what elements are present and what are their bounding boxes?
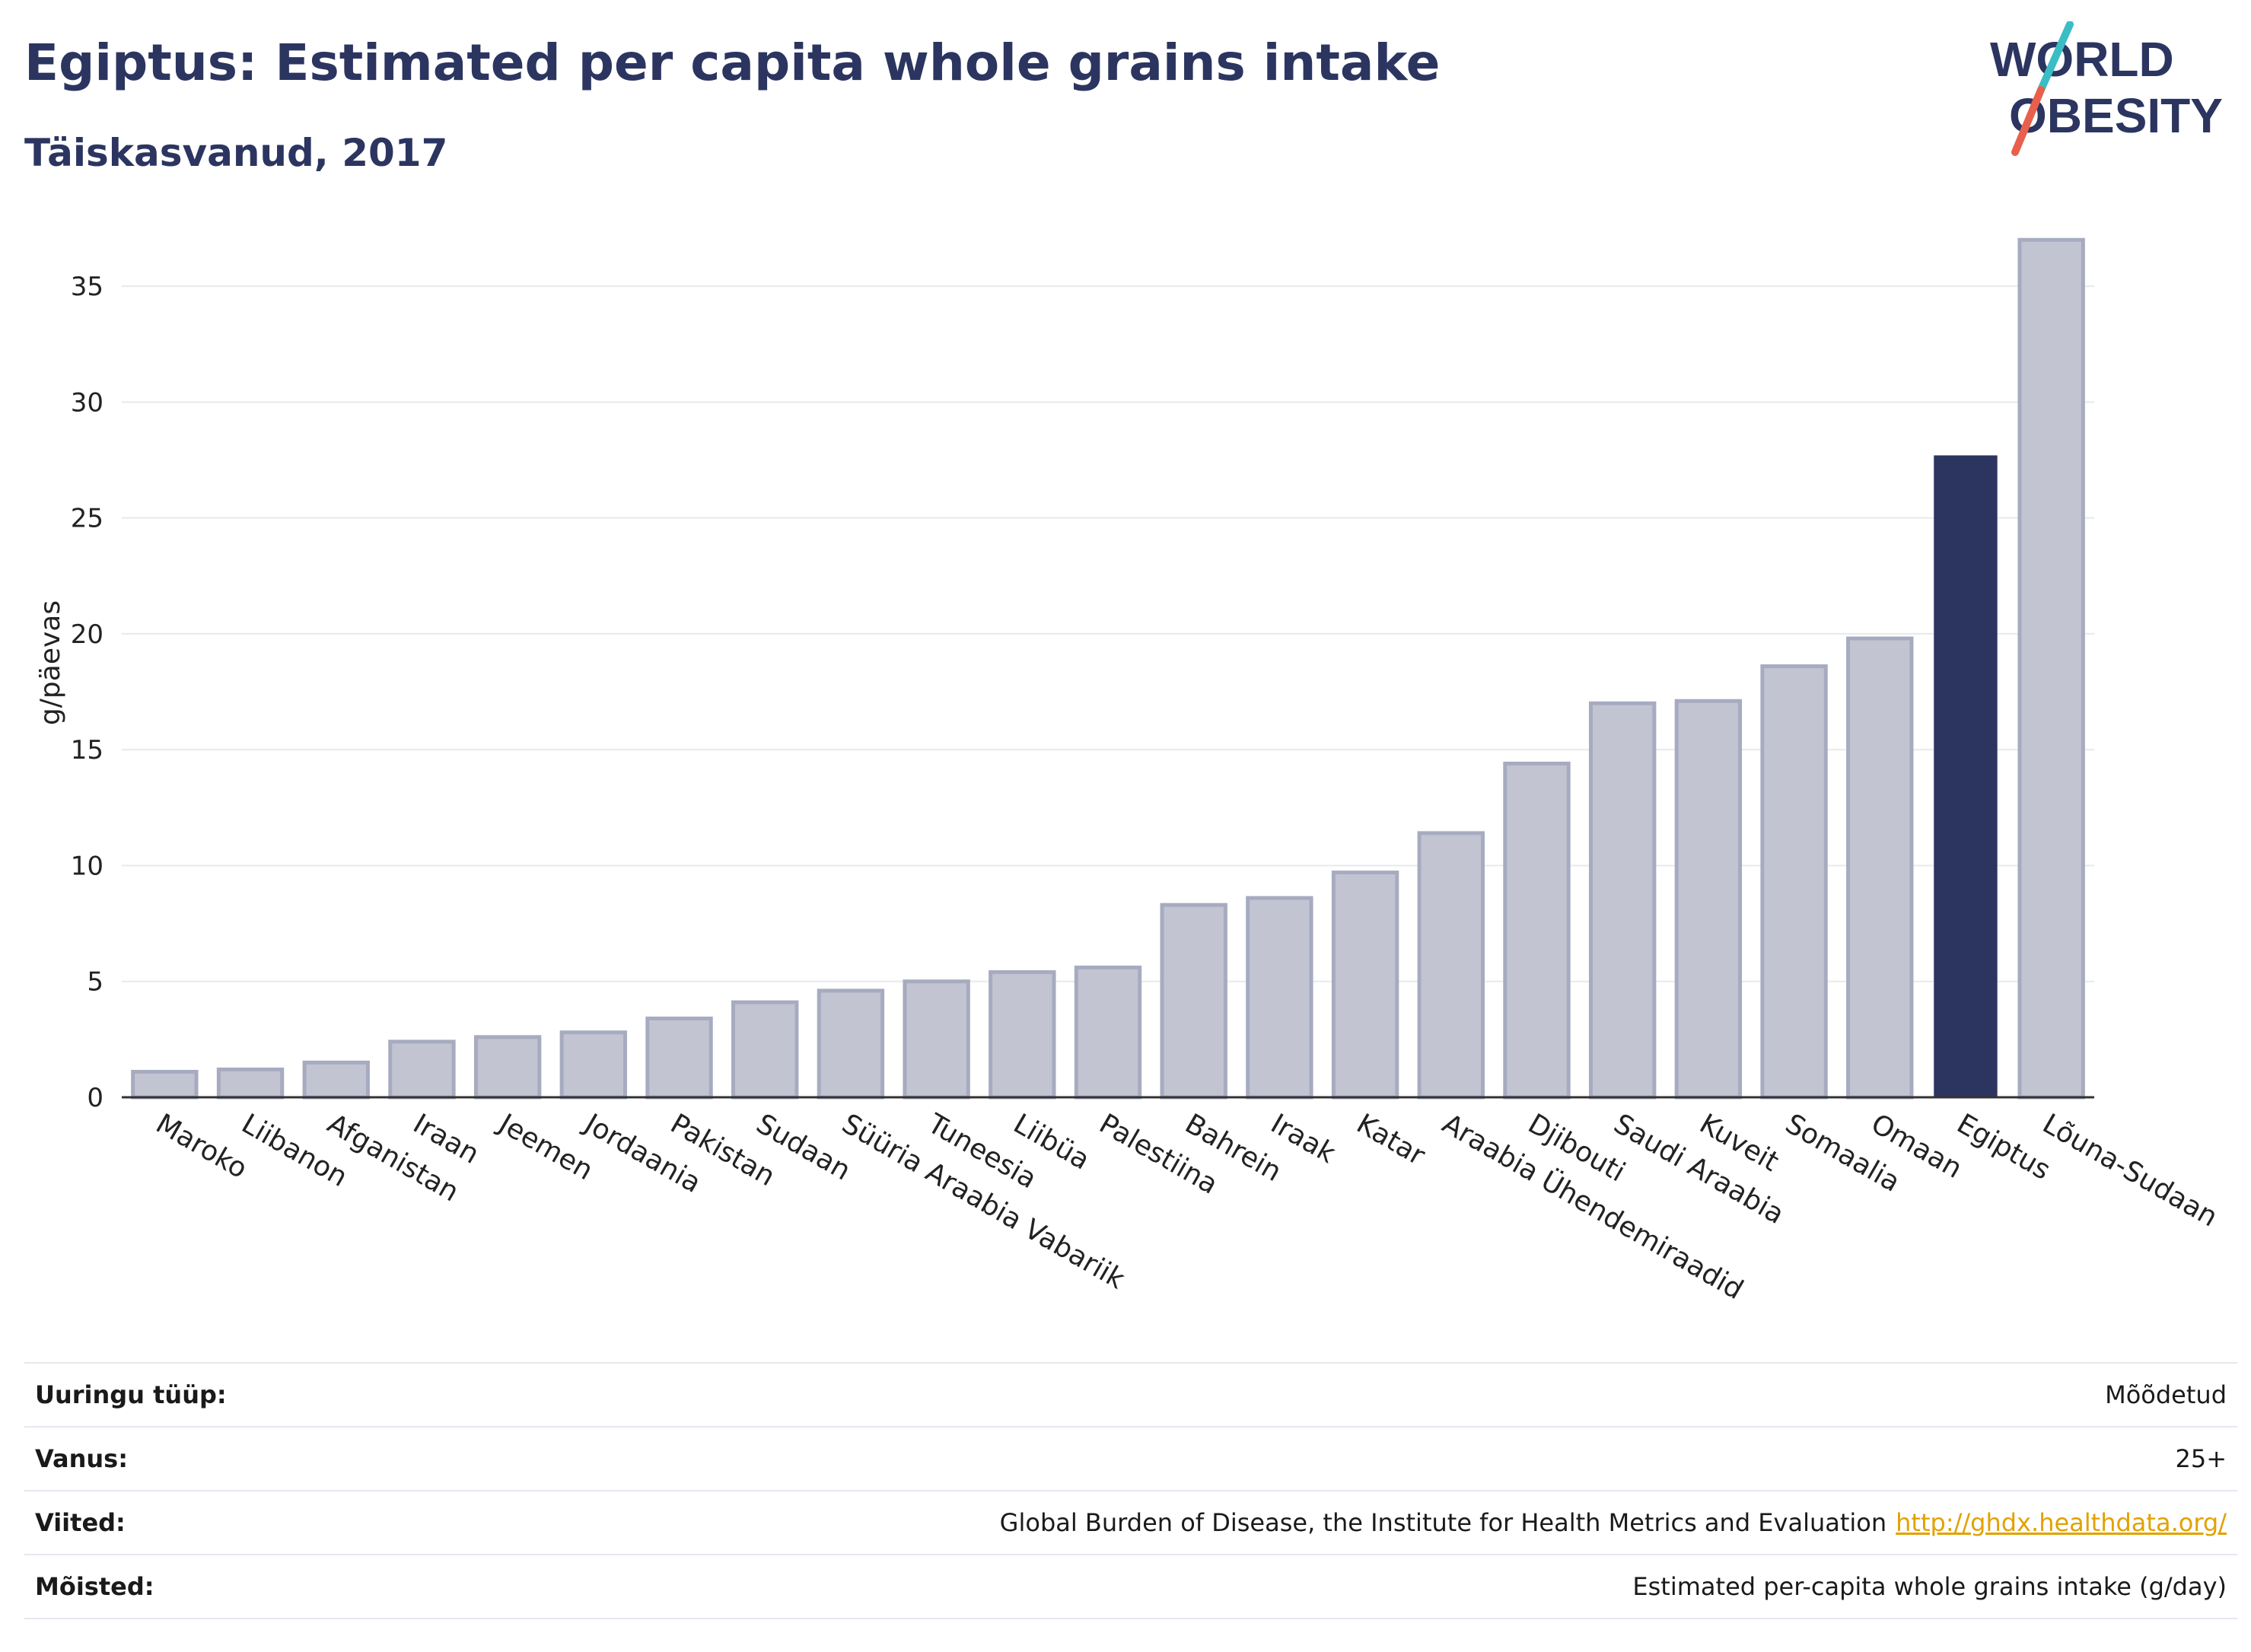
- bar: [302, 1060, 370, 1100]
- x-tick-label: Maroko: [151, 1108, 253, 1185]
- world-obesity-logo: WORLD OBESITY: [1990, 21, 2223, 156]
- x-tick-label: Lõuna-Sudaan: [2037, 1108, 2223, 1233]
- y-tick-label: 35: [71, 272, 103, 302]
- meta-value: Global Burden of Disease, the Institute …: [999, 1508, 1887, 1537]
- bar: [1160, 902, 1227, 1100]
- bar: [817, 988, 885, 1100]
- x-tick-label: Katar: [1352, 1108, 1431, 1172]
- logo-slash-teal-icon: [2037, 21, 2074, 94]
- bar: [1588, 701, 1657, 1100]
- bar: [473, 1035, 542, 1100]
- bar-chart: 05101520253035g/päevasMarokoLiibanonAfga…: [35, 237, 2223, 1306]
- bar: [2017, 237, 2085, 1100]
- bar: [1674, 699, 1743, 1100]
- logo-slash-red-icon: [2011, 86, 2045, 156]
- bar: [903, 979, 970, 1100]
- metadata-table: Uuringu tüüp: Mõõdetud Vanus: 25+ Viited…: [24, 1362, 2237, 1619]
- logo-text-world: WORLD: [1990, 32, 2174, 87]
- bar: [131, 1070, 199, 1100]
- page-title: Egiptus: Estimated per capita whole grai…: [24, 33, 1441, 92]
- bar: [388, 1039, 456, 1100]
- y-tick-label: 30: [71, 387, 103, 418]
- source-link[interactable]: http://ghdx.healthdata.org/: [1896, 1508, 2227, 1537]
- y-tick-label: 20: [71, 619, 103, 650]
- bar: [1760, 664, 1828, 1100]
- y-tick-label: 5: [87, 967, 103, 998]
- x-tick-label: Egiptus: [1951, 1108, 2055, 1186]
- meta-label: Viited:: [35, 1508, 126, 1537]
- y-tick-label: 25: [71, 504, 103, 534]
- bar: [216, 1067, 285, 1100]
- bar: [1331, 871, 1399, 1100]
- meta-label: Uuringu tüüp:: [35, 1380, 227, 1409]
- y-axis-label: g/päevas: [35, 600, 66, 725]
- meta-row-references: Viited: Global Burden of Disease, the In…: [24, 1490, 2237, 1554]
- meta-value: Mõõdetud: [2105, 1380, 2227, 1409]
- meta-row-age: Vanus: 25+: [24, 1426, 2237, 1490]
- bar: [559, 1030, 628, 1100]
- page-subtitle: Täiskasvanud, 2017: [24, 131, 448, 175]
- bar: [1503, 761, 1571, 1100]
- bar: [645, 1016, 713, 1100]
- bar: [1246, 896, 1313, 1100]
- x-tick-label: Jeemen: [492, 1107, 598, 1186]
- y-tick-label: 15: [71, 735, 103, 766]
- meta-value: 25+: [2175, 1444, 2227, 1473]
- bar: [1074, 965, 1142, 1100]
- logo-text-obesity: OBESITY: [2009, 88, 2223, 143]
- y-tick-label: 10: [71, 851, 103, 881]
- bar-highlight: [1934, 455, 1998, 1097]
- bar: [1417, 831, 1485, 1100]
- bar: [731, 1000, 799, 1100]
- meta-row-definitions: Mõisted: Estimated per-capita whole grai…: [24, 1554, 2237, 1619]
- meta-value: Estimated per-capita whole grains intake…: [1632, 1572, 2227, 1601]
- meta-label: Vanus:: [35, 1444, 129, 1473]
- bar: [1846, 636, 1914, 1100]
- y-tick-label: 0: [87, 1083, 103, 1113]
- meta-label: Mõisted:: [35, 1572, 154, 1601]
- meta-value-wrap: Global Burden of Disease, the Institute …: [1000, 1508, 2237, 1537]
- bar: [989, 970, 1056, 1100]
- meta-row-survey-type: Uuringu tüüp: Mõõdetud: [24, 1362, 2237, 1426]
